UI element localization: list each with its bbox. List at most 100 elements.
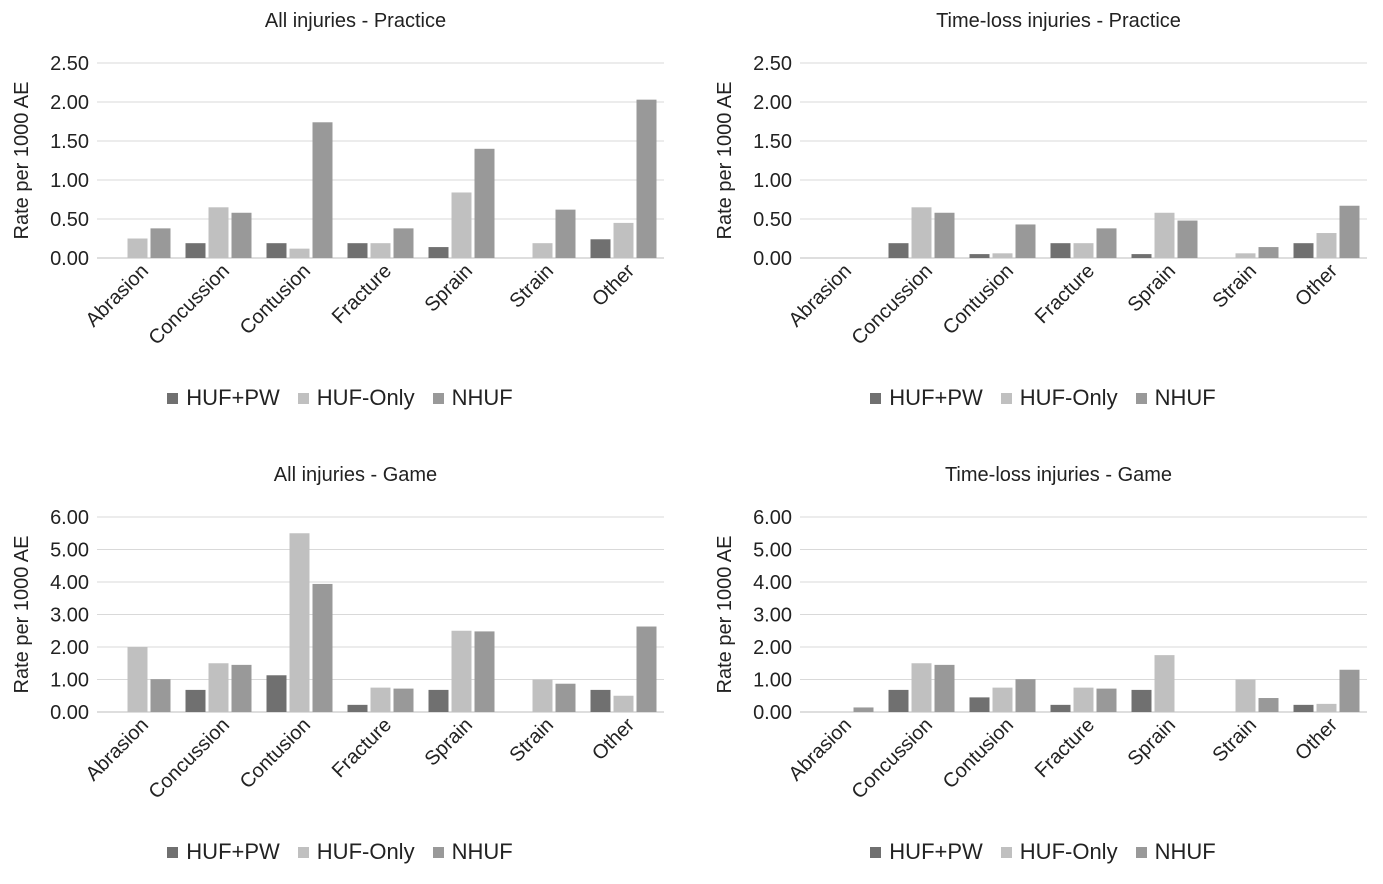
legend-label: HUF+PW	[889, 385, 983, 410]
bar-nhuf-abrasion	[150, 679, 171, 712]
bar-nhuf-sprain	[474, 631, 495, 712]
bar-huf-pw-contusion	[969, 697, 990, 712]
y-tick-label: 2.00	[50, 92, 89, 114]
bar-huf-only-concussion	[208, 207, 229, 258]
x-tick-label: Contusion	[236, 260, 315, 339]
bar-huf-only-other	[613, 695, 634, 712]
x-tick-label: Other	[588, 714, 639, 765]
chart-legend: HUF+PW HUF-Only NHUF	[0, 385, 680, 411]
bar-huf-only-sprain	[1154, 655, 1175, 712]
bar-huf-pw-fracture	[1050, 243, 1071, 258]
x-tick-label: Strain	[506, 714, 559, 767]
bar-huf-only-concussion	[208, 663, 229, 712]
legend-item: HUF+PW	[870, 839, 983, 865]
y-tick-label: 2.50	[753, 53, 792, 75]
bar-chart: Time-loss injuries - Game Rate per 1000 A…	[714, 464, 1367, 803]
legend-item: NHUF	[432, 839, 513, 865]
legend-swatch	[297, 847, 309, 858]
bar-nhuf-strain	[1258, 698, 1279, 712]
y-tick-label: 1.00	[753, 170, 792, 192]
y-axis-label: Rate per 1000 AE	[714, 82, 736, 240]
bar-huf-only-fracture	[370, 687, 391, 712]
bar-chart: Time-loss injuries - Practice Rate per 10…	[714, 10, 1367, 349]
bar-huf-only-fracture	[370, 243, 391, 258]
chart-panel-time-loss-game: Time-loss injuries - Game Rate per 1000 A…	[703, 454, 1383, 884]
bar-huf-pw-sprain	[1131, 254, 1152, 258]
legend-item: NHUF	[1135, 839, 1216, 865]
y-tick-label: 2.00	[50, 637, 89, 659]
y-tick-label: 6.00	[50, 507, 89, 529]
y-tick-label: 1.00	[753, 670, 792, 692]
bar-nhuf-strain	[555, 209, 576, 258]
y-tick-label: 0.50	[50, 209, 89, 231]
bar-nhuf-concussion	[231, 664, 252, 712]
y-tick-label: 0.50	[753, 209, 792, 231]
chart-title: All injuries - Practice	[265, 10, 446, 32]
bar-huf-only-contusion	[289, 533, 310, 712]
x-tick-label: Strain	[506, 260, 559, 313]
y-tick-label: 3.00	[50, 605, 89, 627]
y-tick-label: 0.00	[753, 248, 792, 270]
x-tick-label: Contusion	[939, 714, 1018, 793]
bar-huf-only-strain	[532, 679, 553, 712]
x-tick-label: Other	[588, 260, 639, 311]
bar-nhuf-concussion	[231, 212, 252, 258]
bar-huf-only-sprain	[451, 192, 472, 258]
y-tick-label: 1.00	[50, 170, 89, 192]
legend-swatch	[297, 393, 309, 404]
bar-huf-pw-concussion	[888, 243, 909, 258]
bar-huf-pw-other	[590, 239, 611, 258]
bar-huf-pw-concussion	[185, 243, 206, 258]
x-tick-label: Concussion	[145, 260, 234, 349]
y-tick-label: 6.00	[753, 507, 792, 529]
chart-panel-all-injuries-practice: All injuries - Practice Rate per 1000 AE 0…	[0, 0, 680, 430]
bar-huf-pw-contusion	[266, 243, 287, 258]
y-tick-label: 4.00	[50, 572, 89, 594]
bar-huf-only-abrasion	[127, 238, 148, 258]
bar-nhuf-other	[1339, 669, 1360, 712]
y-tick-label: 3.00	[753, 605, 792, 627]
legend-label: HUF-Only	[1019, 385, 1118, 410]
bar-huf-only-other	[1316, 703, 1337, 712]
legend-label: NHUF	[1154, 385, 1216, 410]
bar-huf-only-abrasion	[127, 647, 148, 712]
bar-huf-only-contusion	[289, 248, 310, 258]
legend-swatch	[870, 847, 882, 858]
legend-item: HUF+PW	[870, 385, 983, 411]
bar-huf-only-contusion	[992, 687, 1013, 712]
x-tick-label: Fracture	[1031, 714, 1099, 782]
bar-huf-pw-fracture	[1050, 704, 1071, 712]
legend-swatch	[1000, 393, 1012, 404]
bar-huf-only-other	[613, 222, 634, 258]
legend-swatch	[167, 393, 179, 404]
chart-title: All injuries - Game	[274, 464, 437, 486]
x-tick-label: Strain	[1209, 260, 1262, 313]
legend-item: NHUF	[432, 385, 513, 411]
y-tick-label: 0.00	[50, 248, 89, 270]
y-tick-label: 1.00	[50, 670, 89, 692]
legend-item: HUF-Only	[297, 385, 415, 411]
bar-nhuf-sprain	[474, 148, 495, 258]
legend-item: HUF-Only	[1000, 385, 1118, 411]
y-tick-label: 4.00	[753, 572, 792, 594]
legend-item: HUF+PW	[167, 839, 280, 865]
legend-swatch	[1135, 393, 1147, 404]
x-tick-label: Fracture	[328, 260, 396, 328]
bar-nhuf-sprain	[1177, 220, 1198, 258]
legend-item: HUF+PW	[167, 385, 280, 411]
bar-huf-pw-fracture	[347, 243, 368, 258]
bar-nhuf-fracture	[1096, 688, 1117, 712]
x-tick-label: Concussion	[848, 714, 937, 803]
y-tick-label: 1.50	[753, 131, 792, 153]
legend-swatch	[1000, 847, 1012, 858]
chart-legend: HUF+PW HUF-Only NHUF	[703, 839, 1383, 865]
chart-panel-all-injuries-game: All injuries - Game Rate per 1000 AE 0.00 1…	[0, 454, 680, 884]
bar-huf-pw-fracture	[347, 704, 368, 712]
bar-nhuf-contusion	[1015, 224, 1036, 258]
bar-chart: All injuries - Practice Rate per 1000 AE 0…	[11, 10, 664, 349]
y-tick-label: 2.50	[50, 53, 89, 75]
y-tick-label: 5.00	[50, 540, 89, 562]
legend-swatch	[167, 847, 179, 858]
legend-item: NHUF	[1135, 385, 1216, 411]
bar-huf-only-strain	[532, 243, 553, 258]
